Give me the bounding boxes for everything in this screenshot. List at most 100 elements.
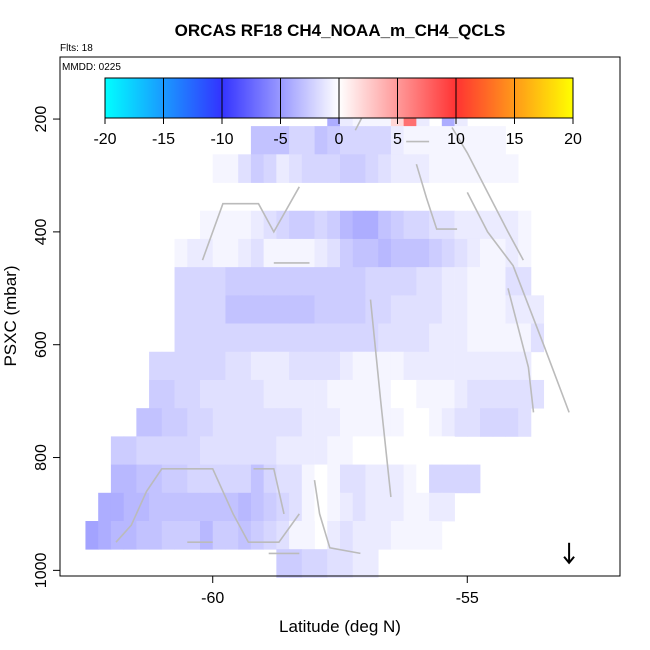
heatmap-cell (390, 436, 405, 465)
heatmap-cell (352, 408, 366, 437)
heatmap-cell (390, 379, 405, 409)
heatmap-cell (174, 492, 188, 522)
heatmap-cell (276, 323, 290, 353)
heatmap-cell (467, 379, 481, 409)
heatmap-cell (289, 549, 303, 578)
heatmap-cell (403, 267, 417, 296)
heatmap-cell (212, 492, 226, 522)
heatmap-cell (263, 267, 277, 296)
heatmap-cell (441, 210, 455, 240)
x-tick-label: -60 (201, 590, 224, 607)
heatmap-cell (289, 379, 303, 409)
heatmap-cell (238, 238, 252, 268)
heatmap-cell (225, 436, 239, 465)
heatmap-cell (467, 126, 481, 155)
heatmap-cell (187, 521, 201, 550)
heatmap-cell (149, 492, 163, 522)
heatmap-cell (263, 126, 277, 155)
heatmap-cell (480, 238, 494, 268)
heatmap-cell (314, 210, 328, 240)
heatmap-cell (98, 521, 112, 550)
heatmap-cell (289, 408, 303, 437)
heatmap-cell (327, 295, 341, 324)
heatmap-cell (225, 464, 239, 494)
heatmap-cell (365, 379, 379, 409)
heatmap-cell (263, 436, 277, 465)
heatmap-cell (263, 351, 277, 381)
heatmap-cell (365, 267, 379, 296)
heatmap-cell (98, 492, 112, 522)
heatmap-cell (378, 492, 392, 522)
heatmap-cell (492, 295, 506, 324)
heatmap-cell (276, 436, 290, 465)
heatmap-cell (123, 492, 137, 522)
heatmap-cell (136, 436, 150, 465)
heatmap-cell (212, 238, 226, 268)
heatmap-cell (85, 521, 99, 550)
heatmap-cell (467, 408, 481, 437)
marker (563, 542, 575, 565)
heatmap-cell (352, 210, 366, 240)
colorbar-tick-label: -15 (152, 131, 175, 148)
heatmap-cell (301, 267, 315, 296)
heatmap-cell (212, 323, 226, 353)
heatmap-cell (327, 379, 341, 409)
heatmap-cell (200, 238, 214, 268)
heatmap-cell (187, 464, 201, 494)
heatmap-cell (263, 238, 277, 268)
heatmap-cell (123, 464, 137, 494)
heatmap-cell (480, 267, 494, 296)
heatmap-cell (429, 267, 443, 296)
heatmap-cell (518, 408, 532, 437)
heatmap-cell (161, 408, 175, 437)
heatmap-cell (238, 295, 252, 324)
heatmap-cell (327, 492, 341, 522)
heatmap-cell (225, 521, 239, 550)
heatmap-cell (238, 436, 252, 465)
heatmap-cell (429, 238, 443, 268)
heatmap-cell (454, 267, 468, 296)
heatmap-cell (416, 267, 430, 296)
heatmap-cell (250, 295, 265, 324)
heatmap-cell (212, 295, 226, 324)
heatmap-cell (416, 351, 430, 381)
heatmap-cell (301, 464, 315, 494)
flight-track (415, 163, 458, 230)
heatmap-cell (314, 549, 328, 578)
heatmap-cell (480, 379, 494, 409)
heatmap-cell (365, 521, 379, 550)
heatmap-cell (174, 295, 188, 324)
heatmap-cell (276, 126, 290, 155)
heatmap-cell (454, 210, 468, 240)
heatmap-cell (136, 464, 150, 494)
heatmap-cell (238, 492, 252, 522)
heatmap-cell (187, 408, 201, 437)
heatmap-cell (276, 210, 290, 240)
heatmap-cell (365, 351, 379, 381)
heatmap-cell (340, 408, 354, 437)
heatmap-cell (467, 154, 481, 183)
heatmap-cell (250, 379, 265, 409)
heatmap-cell (518, 267, 532, 296)
heatmap-cell (225, 154, 239, 183)
heatmap-cell (454, 379, 468, 409)
heatmap-cell (340, 295, 354, 324)
heatmap-cell (518, 351, 532, 381)
heatmap-cell (454, 154, 468, 183)
heatmap-cell (187, 267, 201, 296)
heatmap-cell (187, 436, 201, 465)
heatmap-cell (441, 379, 455, 409)
heatmap-cell (365, 464, 379, 494)
heatmap-cell (403, 126, 417, 155)
heatmap-cell (340, 238, 354, 268)
heatmap-cell (327, 267, 341, 296)
heatmap-cell (289, 436, 303, 465)
heatmap-cell (492, 210, 506, 240)
heatmap-cell (352, 492, 366, 522)
heatmap-cell (416, 436, 430, 465)
heatmap-cell (340, 464, 354, 494)
heatmap-cell (352, 464, 366, 494)
heatmap-cell (378, 267, 392, 296)
heatmap-cell (212, 154, 226, 183)
heatmap-cell (263, 464, 277, 494)
